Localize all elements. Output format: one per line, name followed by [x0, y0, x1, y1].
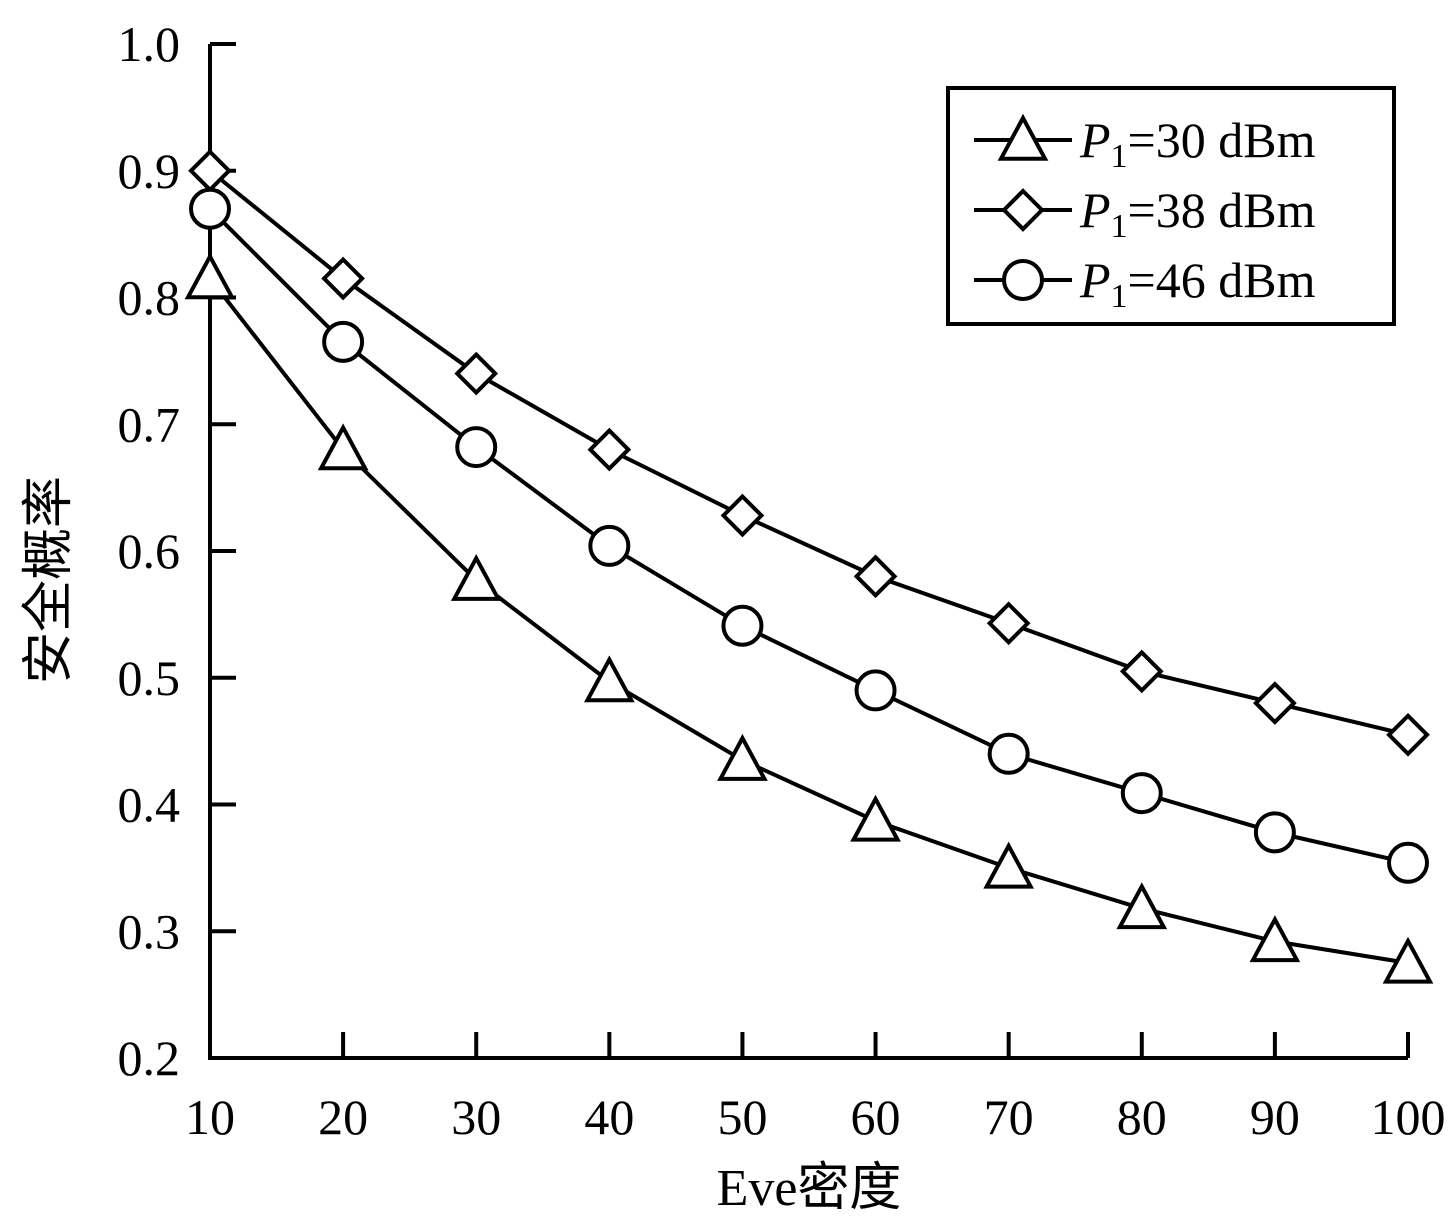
- y-tick-label: 1.0: [118, 16, 181, 72]
- data-point-circle: [455, 426, 498, 469]
- data-point-triangle: [184, 252, 236, 300]
- data-point-diamond: [986, 601, 1031, 646]
- data-point-diamond: [1119, 649, 1164, 694]
- y-tick-label: 0.4: [118, 777, 181, 833]
- series-line: [208, 207, 1409, 865]
- data-point-circle: [322, 320, 365, 363]
- x-tick-label: 40: [584, 1089, 634, 1145]
- x-tick-label: 70: [984, 1089, 1034, 1145]
- x-tick-label: 20: [318, 1089, 368, 1145]
- series-line: [208, 277, 1409, 965]
- x-tick-label: 80: [1117, 1089, 1167, 1145]
- data-point-diamond: [853, 554, 898, 599]
- x-tick-label: 90: [1250, 1089, 1300, 1145]
- x-tick-label: 50: [717, 1089, 767, 1145]
- data-point-triangle: [1249, 915, 1301, 963]
- data-point-circle: [1120, 772, 1163, 815]
- series-diamond: [188, 148, 1430, 757]
- x-tick-label: 30: [451, 1089, 501, 1145]
- data-point-circle: [588, 524, 631, 567]
- legend-value: =30 dBm: [1128, 112, 1316, 168]
- data-point-circle: [1387, 841, 1429, 884]
- data-point-diamond: [720, 493, 765, 538]
- series-triangle: [184, 252, 1434, 984]
- data-point-diamond: [1253, 681, 1297, 725]
- data-point-triangle: [1116, 882, 1168, 930]
- legend-marker-circle: [1002, 259, 1044, 301]
- y-tick-label: 0.8: [118, 270, 181, 326]
- data-point-triangle: [1382, 936, 1434, 984]
- legend-label: P1=46 dBm: [1079, 252, 1316, 315]
- series-layer: [184, 148, 1434, 984]
- legend-subscript: 1: [1111, 208, 1128, 245]
- data-point-circle: [987, 732, 1030, 775]
- legend-symbol: P: [1079, 112, 1111, 168]
- data-point-diamond: [454, 351, 499, 396]
- data-point-triangle: [983, 841, 1035, 889]
- legend-value: =38 dBm: [1128, 182, 1316, 238]
- data-point-triangle: [717, 733, 768, 781]
- data-point-diamond: [1386, 712, 1430, 757]
- legend-value: =46 dBm: [1128, 252, 1316, 308]
- data-point-triangle: [850, 794, 901, 842]
- legend-subscript: 1: [1111, 138, 1128, 175]
- data-point-circle: [721, 604, 764, 647]
- legend-label: P1=38 dBm: [1079, 182, 1316, 245]
- y-tick-label: 0.9: [118, 143, 181, 199]
- y-tick-label: 0.3: [118, 903, 181, 959]
- y-axis-label: 安全概率: [21, 476, 78, 684]
- x-tick-label: 60: [851, 1089, 901, 1145]
- legend-item: P1=38 dBm: [974, 182, 1316, 245]
- series-line: [208, 169, 1409, 737]
- data-point-triangle: [583, 655, 635, 703]
- data-point-circle: [1253, 811, 1296, 854]
- data-point-triangle: [317, 423, 369, 471]
- data-point-circle: [189, 187, 231, 230]
- legend-marker-triangle: [997, 113, 1049, 161]
- legend-label: P1=30 dBm: [1079, 112, 1316, 175]
- legend-subscript: 1: [1111, 278, 1128, 315]
- series-circle: [189, 187, 1429, 884]
- axes: 0.2 0.3 0.4 0.5 0.6 0.7 0.8 0.9 1.0 10 20 30 40 50 60 7…: [118, 16, 1446, 1145]
- legend-marker-diamond: [1001, 188, 1045, 232]
- y-tick-label: 0.6: [118, 523, 181, 579]
- data-point-diamond: [321, 256, 365, 301]
- x-tick-label: 100: [1371, 1089, 1446, 1145]
- y-tick-label: 0.7: [118, 396, 181, 452]
- x-tick-label: 10: [185, 1089, 235, 1145]
- legend-item: P1=30 dBm: [974, 112, 1316, 175]
- y-tick-label: 0.2: [118, 1030, 181, 1086]
- y-tick-label: 0.5: [118, 650, 181, 706]
- legend-item: P1=46 dBm: [974, 252, 1316, 315]
- data-point-circle: [854, 669, 897, 712]
- legend-symbol: P: [1079, 182, 1111, 238]
- legend-symbol: P: [1079, 252, 1111, 308]
- data-point-diamond: [587, 427, 632, 472]
- data-point-triangle: [450, 553, 502, 601]
- x-axis-label: Eve密度: [717, 1160, 902, 1217]
